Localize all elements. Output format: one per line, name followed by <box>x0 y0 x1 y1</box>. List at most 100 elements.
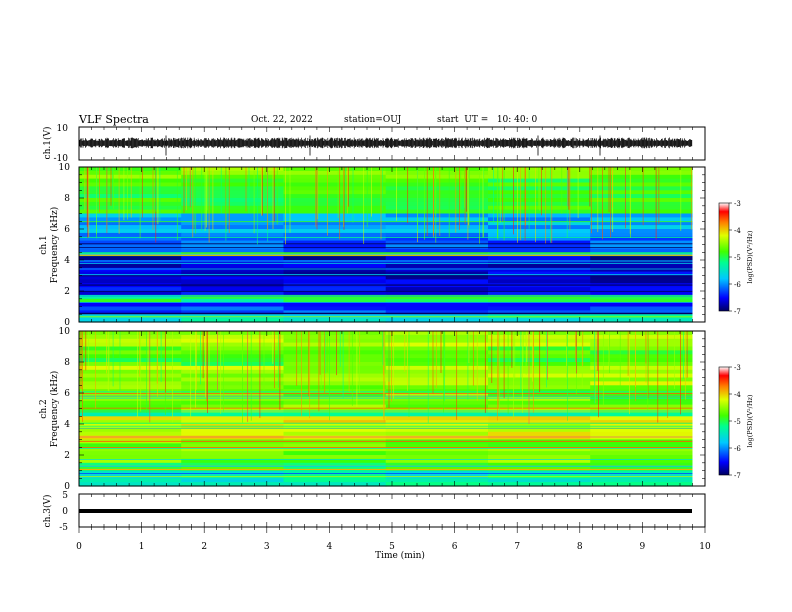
spectrogram-cell <box>181 482 284 487</box>
spectrogram-cell <box>488 470 591 475</box>
spectrogram-cell <box>283 302 387 308</box>
spectrogram-cell <box>79 435 182 441</box>
spectrogram-cell <box>283 358 387 363</box>
figure-title: VLF Spectra <box>79 113 149 126</box>
spectrogram-cell <box>79 350 182 355</box>
spectrogram-cell <box>79 373 182 379</box>
spectrogram-cell <box>181 256 284 261</box>
ch1-ytick-top: 10 <box>57 124 69 134</box>
spectrogram-cell <box>488 435 591 441</box>
spectrogram-cell <box>385 462 489 468</box>
spectrogram-cell <box>283 298 387 304</box>
spectrogram-cell <box>181 389 284 394</box>
spectrogram-cell <box>79 186 182 191</box>
spectrogram-cell <box>590 170 693 176</box>
spectrogram-cell <box>181 201 284 207</box>
spectrogram-cell <box>181 194 284 199</box>
spectrogram-cell <box>181 190 284 195</box>
spectrogram-cell <box>283 201 387 207</box>
spectrogram-cell <box>283 174 387 180</box>
ch2-spec-ytick-8: 8 <box>64 358 70 368</box>
spectrogram-cell <box>488 190 591 195</box>
spectrogram-cell <box>590 334 693 340</box>
spectrogram-cell <box>385 365 489 371</box>
spectrogram-cell <box>181 466 284 472</box>
spectrogram-cell <box>181 458 284 464</box>
spectrogram-cell <box>385 291 489 296</box>
spectrogram-cell <box>79 338 182 344</box>
spectrogram-cell <box>590 346 693 351</box>
spectrogram-cell <box>488 443 591 448</box>
spectrogram-cell <box>283 217 387 222</box>
spectrogram-cell <box>488 439 591 444</box>
ch1-ytick-bottom: -10 <box>54 154 69 164</box>
spectrogram-cell <box>385 439 489 444</box>
spectrogram-cell <box>590 205 693 211</box>
spectrogram-cell <box>590 244 693 249</box>
spectrogram-cell <box>283 170 387 176</box>
spectrogram-cell <box>181 447 284 452</box>
spectrogram-cell <box>488 294 591 300</box>
spectrogram-cell <box>283 338 387 344</box>
spectrogram-cell <box>79 217 182 222</box>
ch1-cb-tick-m7: -7 <box>734 308 741 316</box>
spectrogram-cell <box>488 194 591 199</box>
spectrogram-cell <box>385 451 489 456</box>
spectrogram-cell <box>488 170 591 176</box>
spectrogram-cell <box>590 373 693 379</box>
spectrogram-cell <box>590 342 693 348</box>
ch2-spec-ytick-6: 6 <box>64 389 70 399</box>
spectrogram-cell <box>181 260 284 265</box>
spectrogram-cell <box>283 396 387 402</box>
spectrogram-cell <box>488 462 591 468</box>
spectrogram-cell <box>79 389 182 394</box>
spectrogram-cell <box>385 377 489 382</box>
spectrogram-cell <box>79 302 182 308</box>
spectrogram-cell <box>79 447 182 452</box>
spectrogram-cell <box>79 201 182 207</box>
spectrogram-cell <box>385 455 489 460</box>
date-label: Oct. 22, 2022 <box>251 115 313 125</box>
spectrogram-cell <box>181 236 284 242</box>
ch1-noise-band <box>78 137 693 149</box>
ch1-cb-label: log(PSD)(V²/Hz) <box>746 230 754 283</box>
spectrogram-cell <box>590 271 693 277</box>
ch1-ylabel: ch.1(V) <box>42 127 53 160</box>
spectrogram-cell <box>283 310 387 315</box>
spectrogram-cell <box>590 439 693 444</box>
ch3-ytick-mid: 0 <box>62 507 68 517</box>
spectrogram-cell <box>283 225 387 230</box>
spectrogram-cell <box>283 221 387 226</box>
ch2-cb-tick-m7: -7 <box>734 472 741 480</box>
spectrogram-cell <box>283 462 387 468</box>
spectrogram-cell <box>488 221 591 226</box>
spectrogram-cell <box>79 232 182 238</box>
spectrogram-cell <box>488 416 591 421</box>
spectrogram-cell <box>283 458 387 464</box>
spectrogram-cell <box>385 232 489 238</box>
spectrogram-cell <box>181 396 284 402</box>
spectrogram-cell <box>385 298 489 304</box>
spectrogram-cell <box>385 221 489 226</box>
spectrogram-cell <box>181 294 284 300</box>
spectrogram-cell <box>590 232 693 238</box>
spectrogram-cell <box>79 205 182 211</box>
spectrogram-cell <box>283 377 387 382</box>
spectrogram-cell <box>590 198 693 203</box>
spectrogram-cell <box>590 482 693 487</box>
spectrogram-cell <box>488 404 591 410</box>
spectrogram-cell <box>283 271 387 277</box>
spectrogram-cell <box>590 306 693 311</box>
spectrogram-cell <box>181 318 284 323</box>
spectrogram-cell <box>181 174 284 180</box>
spectrogram-cell <box>283 470 387 475</box>
spectrogram-cell <box>590 377 693 382</box>
spectrogram-cell <box>590 381 693 386</box>
spectrogram-cell <box>79 225 182 230</box>
spectrogram-cell <box>488 318 591 323</box>
xtick-10: 10 <box>699 542 711 552</box>
no-data-region <box>692 331 705 486</box>
spectrogram-cell <box>79 439 182 444</box>
spectrogram-cell <box>385 275 489 280</box>
spectrogram-cell <box>488 267 591 273</box>
